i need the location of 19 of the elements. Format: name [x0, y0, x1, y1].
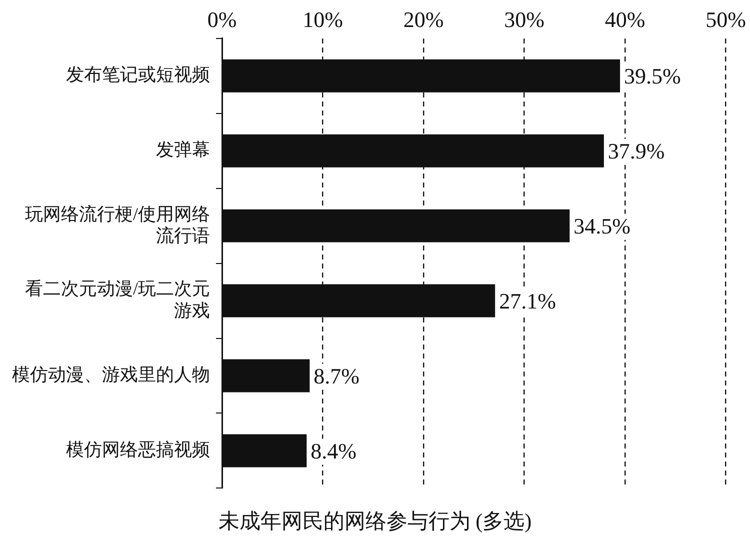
x-tick-label: 50% [706, 6, 746, 32]
y-tick-label: 玩网络流行梗/使用网络流行语 [24, 204, 210, 246]
y-tick-label: 发弹幕 [156, 140, 210, 160]
y-tick-label: 看二次元动漫/玩二次元游戏 [24, 278, 210, 320]
x-tick-label: 0% [207, 6, 237, 32]
y-tick-label: 发布笔记或短视频 [66, 64, 210, 85]
data-label: 8.4% [310, 438, 356, 464]
x-tick-label: 20% [403, 6, 444, 32]
y-tick-label: 模仿动漫、游戏里的人物 [12, 364, 210, 384]
data-label: 34.5% [574, 214, 630, 239]
x-tick-label: 10% [302, 6, 343, 32]
data-label: 8.7% [314, 364, 360, 389]
data-label: 37.9% [608, 138, 665, 164]
data-label: 27.1% [499, 288, 556, 314]
x-tick-label: 40% [604, 6, 646, 32]
x-tick-label: 30% [504, 6, 544, 32]
x-axis-title: 未成年网民的网络参与行为 (多选) [217, 508, 533, 535]
y-tick-label: 模仿网络恶搞视频 [66, 439, 210, 460]
data-label: 39.5% [624, 64, 681, 89]
